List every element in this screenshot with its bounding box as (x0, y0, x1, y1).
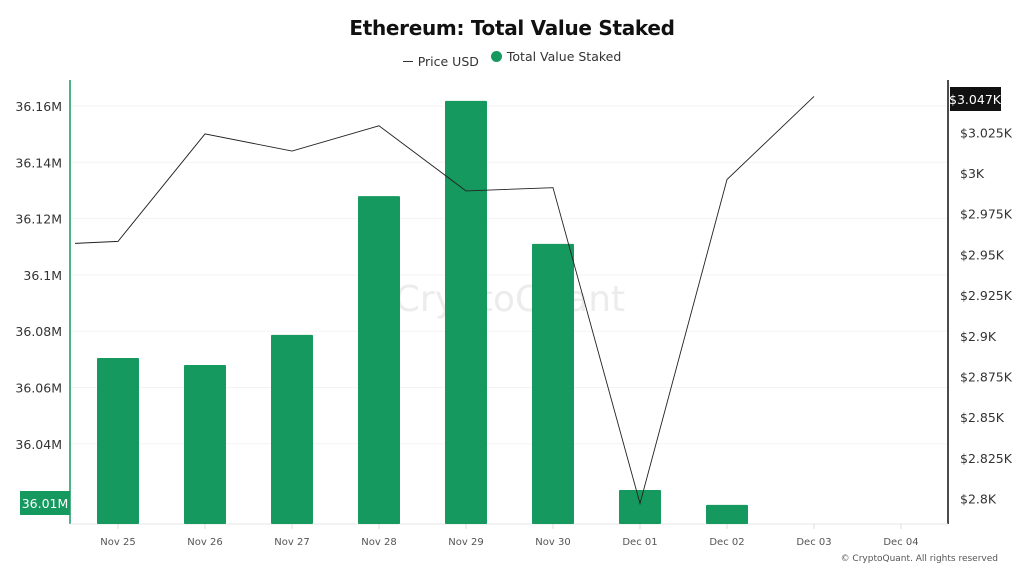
left-tick-label: 36.08M (15, 324, 62, 339)
right-tick-label: $3K (960, 166, 985, 181)
right-tick-label: $2.975K (960, 207, 1013, 222)
left-tick-label: 36.12M (15, 212, 62, 227)
price-line (74, 96, 815, 506)
watermark: CryptoQuant (395, 279, 625, 320)
bar-nov-28 (358, 196, 400, 524)
left-tick-label: 36.04M (15, 437, 62, 452)
right-tick-label: $2.85K (960, 410, 1005, 425)
right-tick-label: $3.025K (960, 125, 1013, 140)
legend-label-price: Price USD (417, 54, 479, 69)
copyright: © CryptoQuant. All rights reserved (840, 554, 998, 564)
legend-item-price[interactable]: Price USD (402, 54, 479, 69)
right-tick-label: $2.9K (960, 329, 997, 344)
bar-nov-29 (445, 100, 487, 525)
bar-nov-27 (271, 334, 313, 524)
x-tick-label: Dec 01 (622, 537, 657, 548)
left-tick-label: 36.16M (15, 99, 62, 114)
x-tick-label: Dec 04 (883, 537, 918, 548)
bar-dec-02 (706, 504, 748, 524)
bar-dec-01 (619, 489, 661, 524)
bar-nov-30 (532, 243, 574, 524)
right-tick-label: $2.925K (960, 288, 1013, 303)
legend-label-staked: Total Value Staked (506, 49, 622, 64)
x-tick-label: Nov 29 (448, 537, 483, 548)
right-tick-label: $2.95K (960, 247, 1005, 262)
x-tick-label: Dec 02 (709, 537, 744, 548)
right-current-label: $3.047K (949, 92, 1002, 107)
bar-nov-25 (97, 357, 139, 524)
x-tick-label: Nov 30 (535, 537, 570, 548)
dot-swatch-icon (490, 51, 502, 62)
left-current-label: 36.01M (22, 496, 69, 511)
x-tick-label: Nov 27 (274, 537, 309, 548)
left-tick-label: 36.1M (23, 268, 62, 283)
line-swatch-icon (402, 61, 413, 62)
left-current-badge (20, 491, 70, 515)
x-tick-label: Dec 03 (796, 537, 831, 548)
left-tick-label: 36.14M (15, 155, 62, 170)
right-tick-label: $2.875K (960, 370, 1013, 385)
right-tick-label: $2.8K (960, 492, 997, 507)
legend-item-staked[interactable]: Total Value Staked (490, 49, 622, 64)
x-tick-label: Nov 25 (100, 537, 135, 548)
bar-nov-26 (184, 364, 226, 524)
chart-title: Ethereum: Total Value Staked (349, 16, 675, 40)
x-tick-label: Nov 26 (187, 537, 222, 548)
legend: Price USD Total Value Staked (0, 49, 1024, 69)
right-current-badge (950, 87, 1001, 111)
left-tick-label: 36.06M (15, 381, 62, 396)
x-tick-label: Nov 28 (361, 537, 396, 548)
right-tick-label: $2.825K (960, 451, 1013, 466)
